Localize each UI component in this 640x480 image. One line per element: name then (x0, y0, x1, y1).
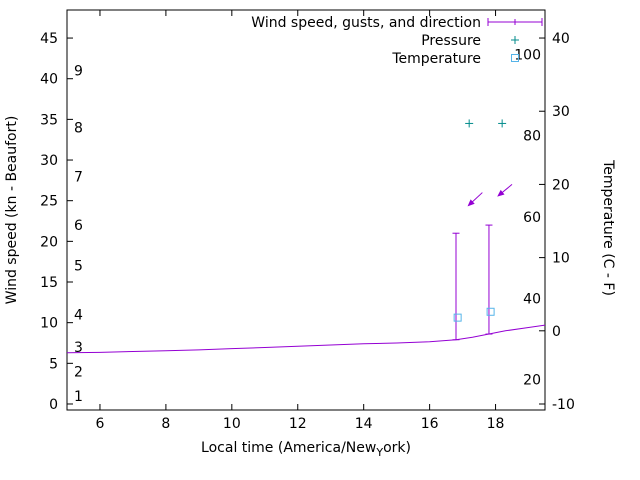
celsius-tick-label: 30 (552, 104, 570, 120)
kn-tick-label: 15 (40, 275, 58, 291)
plot-border (66, 9, 546, 411)
legend-label: Pressure (421, 33, 481, 49)
kn-tick-label: 0 (49, 397, 58, 413)
kn-tick-label: 45 (40, 31, 58, 47)
beaufort-label: 3 (74, 340, 83, 356)
legend-label: Temperature (391, 51, 481, 67)
x-tick-label: 14 (355, 416, 373, 432)
kn-tick-label: 40 (40, 72, 58, 88)
kn-tick-label: 30 (40, 153, 58, 169)
celsius-tick-label: 20 (552, 177, 570, 193)
x-tick-label: 12 (289, 416, 307, 432)
fahrenheit-label: 40 (523, 291, 541, 307)
fahrenheit-label: 100 (514, 47, 541, 63)
legend-square-sample (511, 54, 519, 62)
fahrenheit-label: 20 (523, 373, 541, 389)
gust-error-bars (452, 224, 493, 341)
kn-tick-label: 5 (49, 356, 58, 372)
celsius-tick-label: -10 (552, 397, 575, 413)
kn-tick-label: 25 (40, 194, 58, 210)
x-tick-label: 18 (487, 416, 505, 432)
x-axis-title: Local time (America/NewYork) (201, 440, 411, 459)
fahrenheit-label: 60 (523, 210, 541, 226)
fahrenheit-label: 80 (523, 129, 541, 145)
legend-label: Wind speed, gusts, and direction (251, 15, 481, 31)
wind-arrowhead (497, 189, 505, 197)
beaufort-label: 5 (74, 259, 83, 275)
kn-tick-label: 35 (40, 112, 58, 128)
wind-speed-line (66, 324, 546, 354)
kn-tick-label: 20 (40, 234, 58, 250)
beaufort-label: 7 (74, 169, 83, 185)
x-axis: 6 8 10 12 14 16 18 (96, 10, 505, 432)
beaufort-label: 9 (74, 64, 83, 80)
axis-titles: Wind speed (kn - Beaufort) Temperature (C… (4, 116, 616, 459)
beaufort-label: 1 (74, 389, 83, 405)
pressure-points (465, 119, 507, 128)
temperature-marker (486, 307, 495, 316)
wind-direction-arrows (467, 184, 513, 207)
celsius-tick-label: 10 (552, 251, 570, 267)
celsius-tick-label: 40 (552, 31, 570, 47)
y-axis-right-title: Temperature (C - F) (600, 159, 616, 296)
x-tick-label: 16 (421, 416, 439, 432)
temperature-marker (453, 313, 462, 322)
wind-arrowhead (467, 199, 475, 207)
celsius-tick-label: 0 (552, 324, 561, 340)
x-tick-label: 10 (223, 416, 241, 432)
beaufort-label: 4 (74, 308, 83, 324)
kn-tick-label: 10 (40, 316, 58, 332)
beaufort-label: 2 (74, 364, 83, 380)
temperature-points (453, 307, 495, 322)
y-axis-left-title: Wind speed (kn - Beaufort) (4, 116, 20, 305)
beaufort-label: 8 (74, 121, 83, 137)
legend: Wind speed, gusts, and direction Pressure… (251, 15, 543, 67)
y-axis-right: -10 0 10 20 30 40 20 40 60 80 100 (514, 31, 575, 413)
x-tick-label: 6 (96, 416, 105, 432)
x-tick-label: 8 (161, 416, 170, 432)
beaufort-label: 6 (74, 218, 83, 234)
